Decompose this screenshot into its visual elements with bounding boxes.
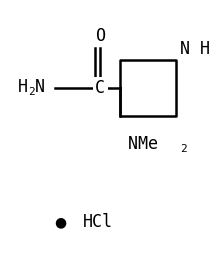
Text: N H: N H	[180, 40, 210, 58]
Text: NMe: NMe	[128, 135, 168, 153]
Text: N: N	[35, 78, 45, 96]
Text: 2: 2	[180, 144, 187, 154]
Text: ●: ●	[54, 215, 66, 229]
Text: C: C	[95, 79, 105, 97]
Text: H: H	[18, 78, 28, 96]
Text: HCl: HCl	[83, 213, 113, 231]
Text: O: O	[96, 27, 106, 45]
Text: 2: 2	[28, 87, 35, 97]
